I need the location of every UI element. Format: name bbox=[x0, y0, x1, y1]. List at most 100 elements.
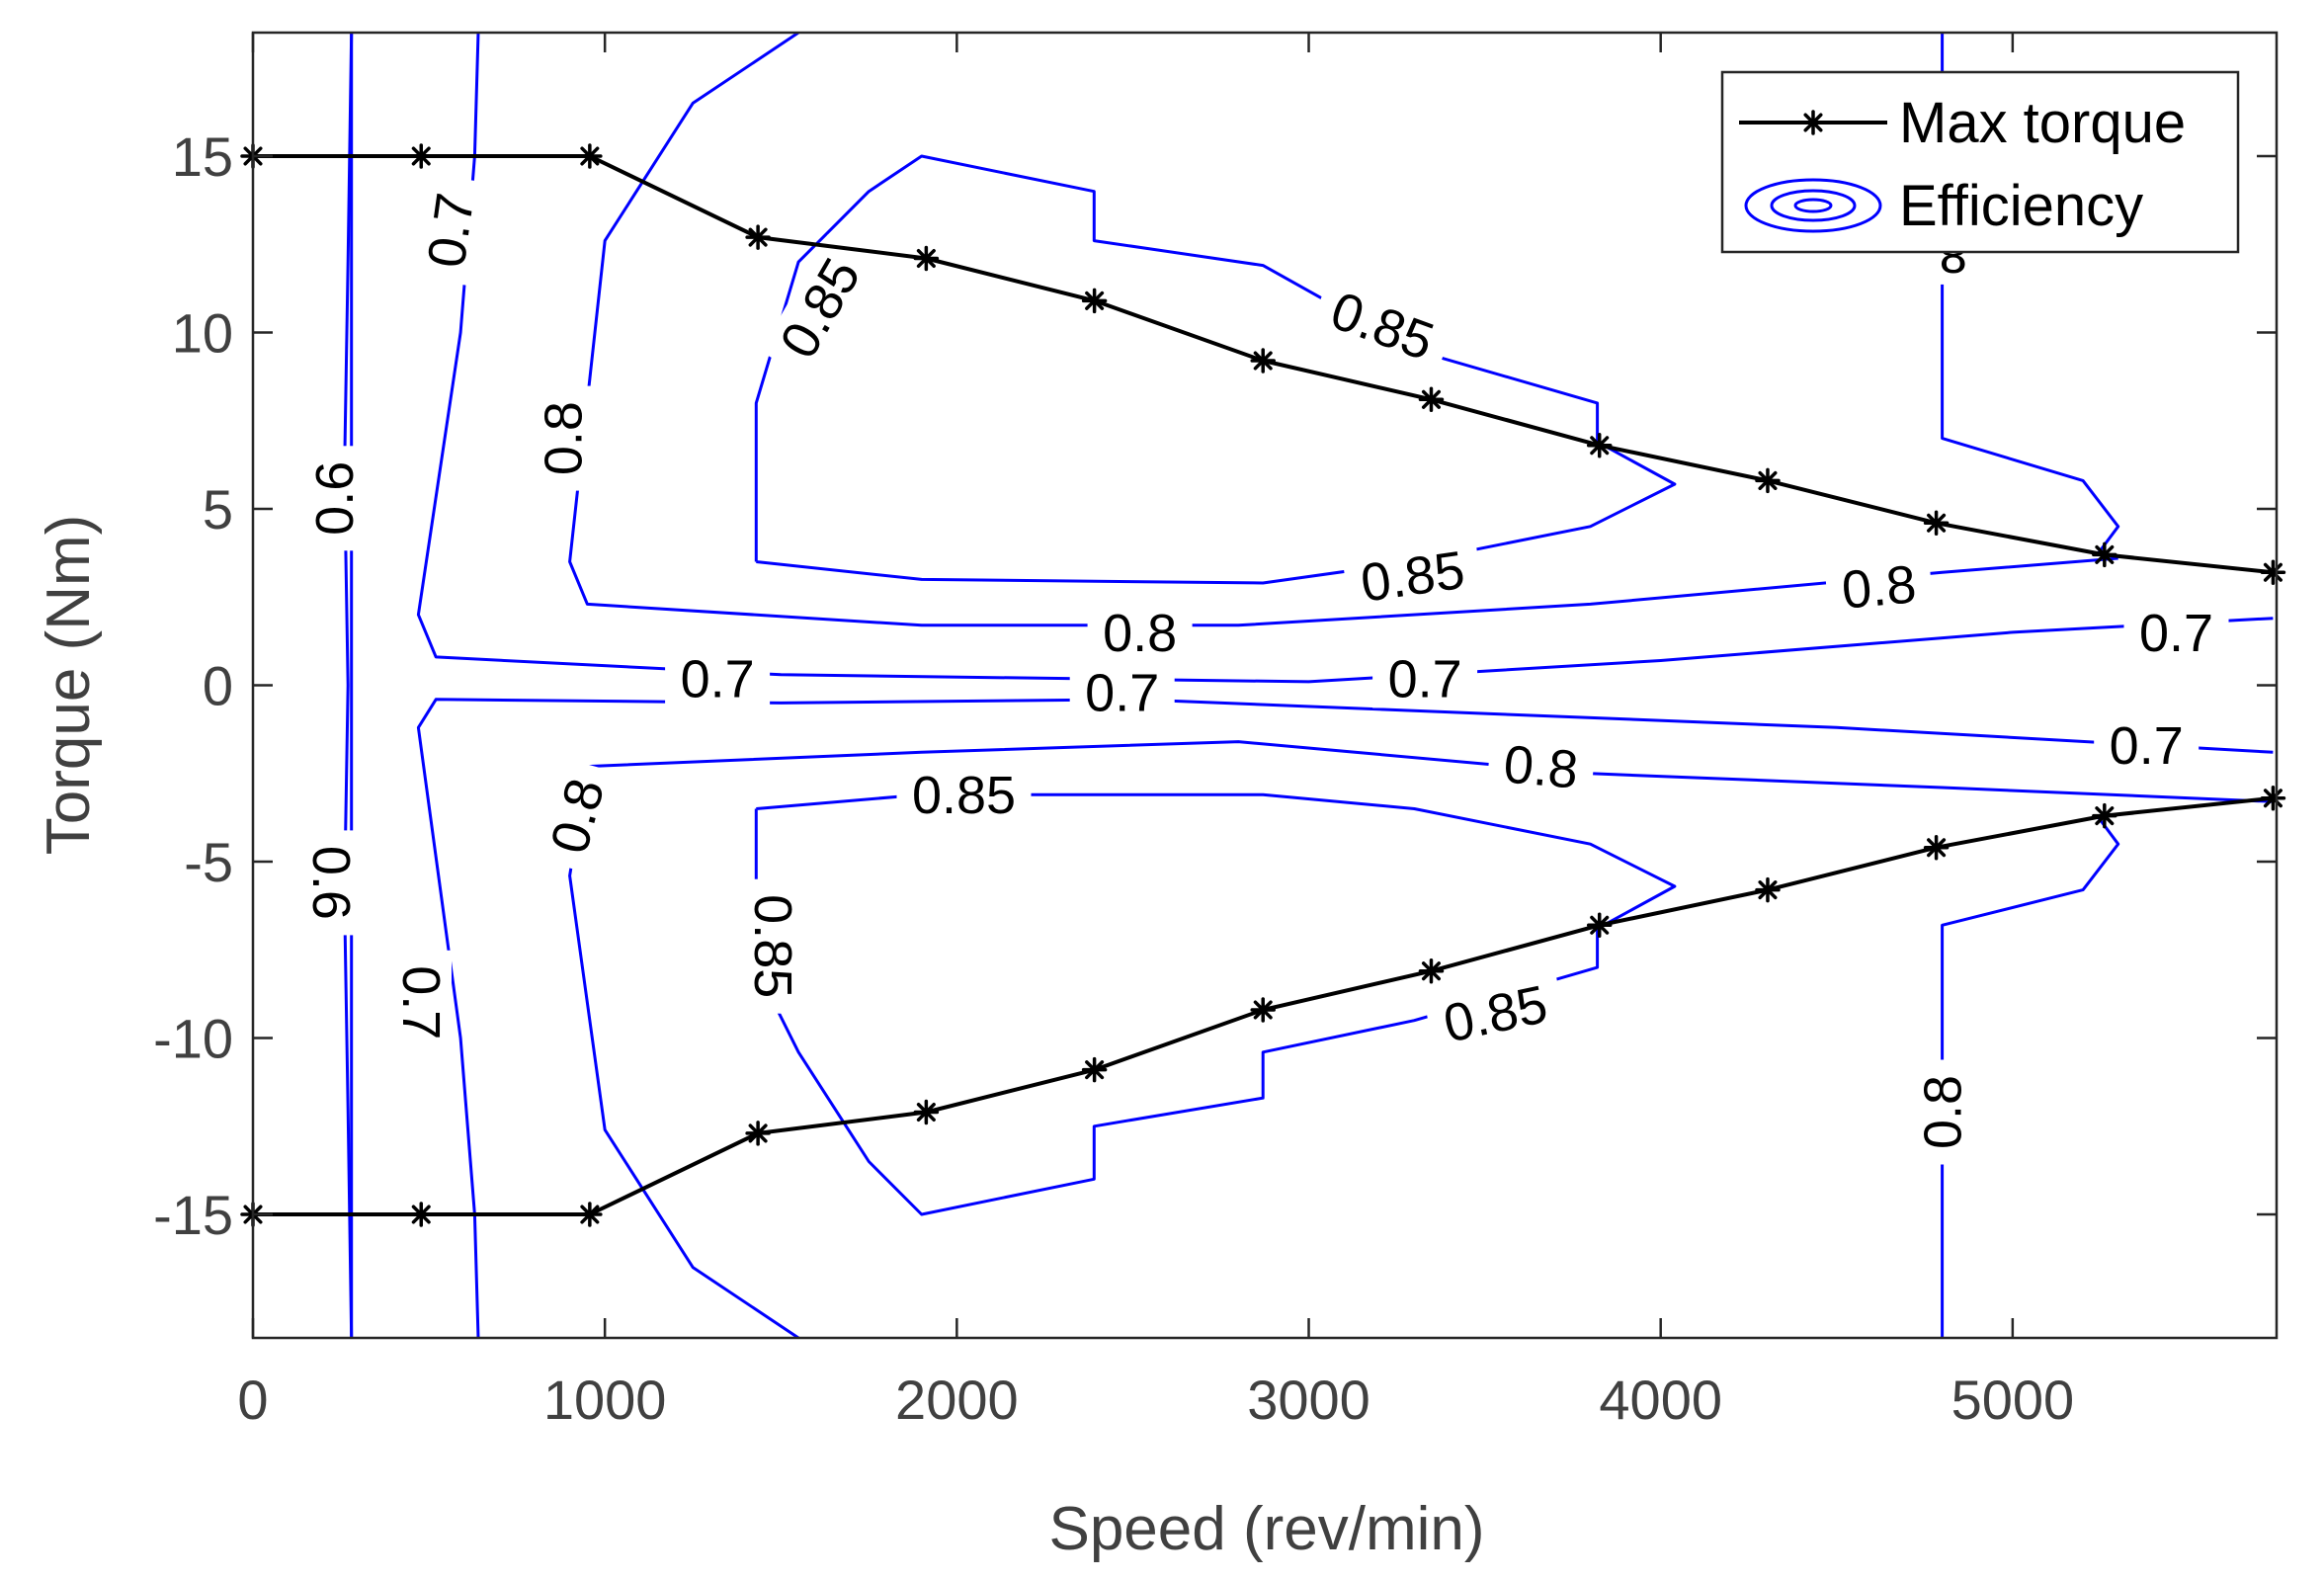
contour-label-0-85-19: 0.85 bbox=[1439, 974, 1552, 1054]
y-tick-label-5: 10 bbox=[172, 301, 233, 364]
max-torque-marker-lower-2 bbox=[577, 1202, 603, 1227]
legend: Max torque Efficiency bbox=[1720, 70, 2240, 254]
max-torque-marker-lower-1 bbox=[408, 1202, 435, 1227]
y-tick-label-2: -5 bbox=[184, 831, 233, 893]
max-torque-marker-lower-6 bbox=[1250, 997, 1276, 1023]
y-tick-label-3: 0 bbox=[203, 655, 233, 717]
contour-label-group-8: 0.7 bbox=[2123, 602, 2229, 663]
x-tick-label-3: 3000 bbox=[1247, 1369, 1370, 1431]
y-tick-label-6: 15 bbox=[172, 125, 233, 188]
contour-label-group-5: 0.85 bbox=[1342, 537, 1484, 615]
max-torque-marker-upper-5 bbox=[1081, 288, 1108, 314]
contour-label-group-11: 0.7 bbox=[1372, 648, 1478, 708]
max-torque-marker-lower-10 bbox=[1923, 834, 1950, 861]
legend-efficiency-icon bbox=[1744, 178, 1882, 233]
contour-label-group-6: 0.8 bbox=[1087, 602, 1193, 663]
contour-label-group-20: 0.8 bbox=[1912, 1059, 1973, 1165]
max-torque-marker-upper-4 bbox=[913, 245, 940, 272]
contour-label-0-8-15: 0.8 bbox=[540, 773, 616, 860]
contour-label-0-7-8: 0.7 bbox=[2139, 604, 2213, 663]
contour-label-0-7-10: 0.7 bbox=[1085, 664, 1159, 723]
max-torque-marker-upper-7 bbox=[1418, 386, 1445, 413]
contour-label-0-7-1: 0.7 bbox=[417, 190, 486, 272]
max-torque-marker-upper-1 bbox=[408, 143, 435, 169]
contour-0-8-segment-1 bbox=[568, 740, 2274, 1338]
contour-0-85-segment-1 bbox=[754, 792, 1677, 1216]
contour-label-bg-8 bbox=[2123, 602, 2229, 662]
contour-label-0-8-7: 0.8 bbox=[1840, 554, 1919, 620]
contour-label-group-4: 0.85 bbox=[1309, 274, 1456, 376]
contour-0-8-segment-2 bbox=[1941, 33, 2120, 556]
contour-label-group-9: 0.7 bbox=[665, 648, 771, 708]
contour-label-0-8-13: 0.8 bbox=[1502, 734, 1581, 799]
contour-label-0-8-6: 0.8 bbox=[1103, 604, 1177, 663]
contour-label-group-3: 0.85 bbox=[760, 234, 879, 381]
contour-label-0-7-18: 0.7 bbox=[391, 965, 451, 1039]
contour-label-bg-0 bbox=[303, 446, 364, 551]
legend-max-torque-star bbox=[1800, 110, 1826, 135]
x-tick-label-1: 1000 bbox=[543, 1369, 667, 1431]
contour-label-group-19: 0.85 bbox=[1423, 970, 1568, 1056]
contour-label-0-8-20: 0.8 bbox=[1914, 1075, 1973, 1149]
contour-label-bg-1 bbox=[413, 174, 487, 287]
legend-efficiency-ring-inner bbox=[1793, 198, 1833, 213]
max-torque-series bbox=[240, 143, 2286, 1227]
legend-max-torque-marker bbox=[1800, 110, 1826, 135]
contour-label-bg-7 bbox=[1824, 551, 1934, 622]
contour-label-0-85-17: 0.85 bbox=[743, 894, 802, 998]
contour-0-85-segment-0 bbox=[754, 154, 1677, 585]
max-torque-marker-lower-3 bbox=[745, 1121, 771, 1146]
contour-label-group-15: 0.8 bbox=[535, 757, 620, 874]
max-torque-marker-lower-12 bbox=[2260, 785, 2286, 811]
contour-label-0-7-11: 0.7 bbox=[1388, 649, 1462, 708]
contour-label-0-85-14: 0.85 bbox=[912, 766, 1016, 825]
contour-label-group-10: 0.7 bbox=[1069, 662, 1175, 723]
max-torque-marker-lower-4 bbox=[913, 1099, 940, 1125]
max-torque-marker-upper-3 bbox=[745, 224, 771, 250]
x-tick-label-5: 5000 bbox=[1951, 1369, 2075, 1431]
contour-label-bg-9 bbox=[665, 648, 771, 708]
contour-label-bg-16 bbox=[302, 830, 363, 936]
y-tick-label-4: 5 bbox=[203, 478, 233, 541]
x-tick-label-4: 4000 bbox=[1599, 1369, 1722, 1431]
contour-label-bg-10 bbox=[1069, 662, 1175, 722]
max-torque-marker-upper-8 bbox=[1586, 432, 1613, 458]
contour-label-group-12: 0.7 bbox=[2094, 715, 2200, 776]
contour-label-group-18: 0.7 bbox=[391, 950, 452, 1055]
max-torque-marker-upper-2 bbox=[577, 143, 603, 169]
contour-label-group-7: 0.8 bbox=[1824, 551, 1934, 622]
contour-label-bg-18 bbox=[392, 950, 452, 1055]
contour-label-bg-3 bbox=[760, 234, 879, 381]
contour-label-group-14: 0.85 bbox=[896, 765, 1032, 825]
contour-0-7-segment-1 bbox=[416, 698, 2274, 1338]
max-torque-marker-upper-6 bbox=[1250, 348, 1276, 374]
y-tick-label-1: -10 bbox=[153, 1008, 233, 1070]
contour-label-0-7-12: 0.7 bbox=[2110, 716, 2184, 776]
max-torque-marker-upper-12 bbox=[2260, 559, 2286, 586]
tick-labels: 0 1000 2000 3000 4000 5000 -15 -10 -5 0 5 10 15 bbox=[153, 125, 2074, 1431]
contour-label-bg-15 bbox=[535, 757, 620, 874]
contour-label-bg-14 bbox=[896, 765, 1032, 825]
x-axis-title: Speed (rev/min) bbox=[1048, 1495, 1484, 1563]
contour-label-0-6-16: 0.6 bbox=[301, 846, 361, 920]
contour-label-bg-5 bbox=[1342, 537, 1484, 615]
max-torque-marker-upper-9 bbox=[1755, 467, 1781, 494]
contour-label-group-2: 0.8 bbox=[533, 385, 593, 491]
axes bbox=[251, 31, 2279, 1340]
max-torque-marker-lower-9 bbox=[1755, 876, 1781, 903]
max-torque-marker-upper-11 bbox=[2092, 541, 2117, 568]
max-torque-marker-lower-11 bbox=[2092, 802, 2117, 829]
contour-label-0-85-4: 0.85 bbox=[1323, 281, 1441, 372]
contour-label-0-6-0: 0.6 bbox=[305, 461, 365, 536]
contour-label-bg-13 bbox=[1486, 732, 1597, 801]
x-tick-label-0: 0 bbox=[237, 1369, 268, 1431]
legend-efficiency-label: Efficiency bbox=[1899, 174, 2143, 238]
contour-label-bg-20 bbox=[1912, 1059, 1972, 1165]
contour-label-group-17: 0.85 bbox=[743, 878, 804, 1014]
y-tick-label-0: -15 bbox=[153, 1184, 233, 1246]
contour-0-6-segment-1 bbox=[343, 33, 354, 1338]
contour-label-bg-4 bbox=[1309, 274, 1456, 376]
y-axis-title: Torque (Nm) bbox=[35, 515, 103, 856]
contour-label-bg-2 bbox=[533, 385, 593, 491]
